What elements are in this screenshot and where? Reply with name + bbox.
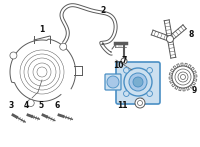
Circle shape xyxy=(129,73,147,91)
Circle shape xyxy=(27,100,34,107)
Circle shape xyxy=(124,91,129,96)
Circle shape xyxy=(121,58,127,64)
Circle shape xyxy=(172,66,194,88)
Text: 2: 2 xyxy=(100,5,106,15)
Circle shape xyxy=(107,76,119,88)
Circle shape xyxy=(124,67,129,73)
Text: 9: 9 xyxy=(191,86,197,95)
Text: 4: 4 xyxy=(23,101,29,111)
Text: 8: 8 xyxy=(188,30,194,39)
Circle shape xyxy=(166,35,174,42)
Text: 10: 10 xyxy=(113,61,123,70)
Circle shape xyxy=(135,98,145,108)
Text: 6: 6 xyxy=(54,101,60,111)
Circle shape xyxy=(124,68,152,96)
Text: 5: 5 xyxy=(38,101,44,111)
FancyBboxPatch shape xyxy=(116,62,160,104)
Text: 3: 3 xyxy=(8,101,14,111)
Circle shape xyxy=(60,43,67,50)
Text: 7: 7 xyxy=(121,56,127,65)
Circle shape xyxy=(10,52,17,59)
Circle shape xyxy=(147,91,152,96)
Text: 1: 1 xyxy=(39,25,45,34)
Circle shape xyxy=(138,101,142,106)
Circle shape xyxy=(147,67,152,73)
Text: 11: 11 xyxy=(117,101,127,110)
FancyBboxPatch shape xyxy=(105,74,121,90)
Circle shape xyxy=(133,77,143,87)
